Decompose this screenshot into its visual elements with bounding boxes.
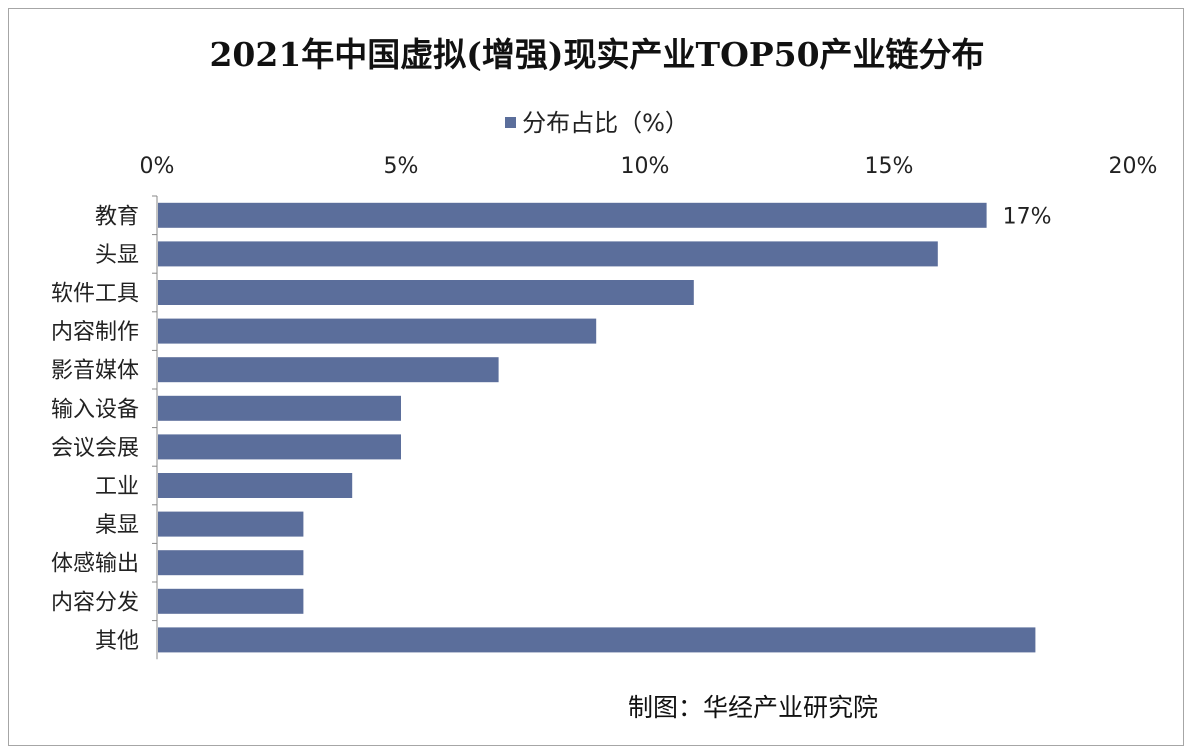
bar bbox=[158, 357, 499, 383]
category-label: 桌显 bbox=[95, 513, 139, 538]
bar bbox=[158, 511, 304, 537]
legend-swatch bbox=[505, 116, 517, 128]
legend-label: 分布占比（%） bbox=[522, 109, 689, 137]
legend: 分布占比（%） bbox=[0, 103, 1194, 138]
bar bbox=[158, 280, 694, 305]
bar bbox=[158, 627, 1036, 653]
x-tick-label: 20% bbox=[1109, 154, 1158, 179]
chart-title: 2021年中国虚拟(增强)现实产业TOP50产业链分布 bbox=[209, 35, 985, 74]
bar bbox=[158, 473, 353, 498]
x-tick-label: 0% bbox=[140, 154, 175, 179]
category-label: 头显 bbox=[95, 243, 139, 268]
bar bbox=[158, 395, 401, 421]
category-label: 内容分发 bbox=[51, 590, 139, 615]
x-tick-label: 5% bbox=[384, 154, 419, 179]
category-label: 内容制作 bbox=[51, 320, 139, 345]
category-label: 工业 bbox=[95, 475, 139, 500]
bar bbox=[158, 434, 401, 460]
bar bbox=[158, 588, 304, 614]
bar bbox=[158, 550, 304, 576]
source-note: 制图：华经产业研究院 bbox=[628, 693, 879, 722]
category-label: 体感输出 bbox=[51, 552, 139, 577]
category-label: 影音媒体 bbox=[51, 359, 139, 384]
x-tick-label: 10% bbox=[621, 154, 670, 179]
x-tick-label: 15% bbox=[865, 154, 914, 179]
category-label: 其他 bbox=[95, 629, 139, 654]
category-label: 教育 bbox=[95, 204, 139, 229]
category-label: 软件工具 bbox=[51, 282, 139, 307]
bar bbox=[158, 241, 938, 267]
bar bbox=[158, 202, 987, 228]
bar bbox=[158, 318, 597, 344]
category-label: 输入设备 bbox=[51, 397, 139, 422]
data-label: 17% bbox=[1003, 204, 1052, 229]
category-label: 会议会展 bbox=[51, 436, 139, 461]
